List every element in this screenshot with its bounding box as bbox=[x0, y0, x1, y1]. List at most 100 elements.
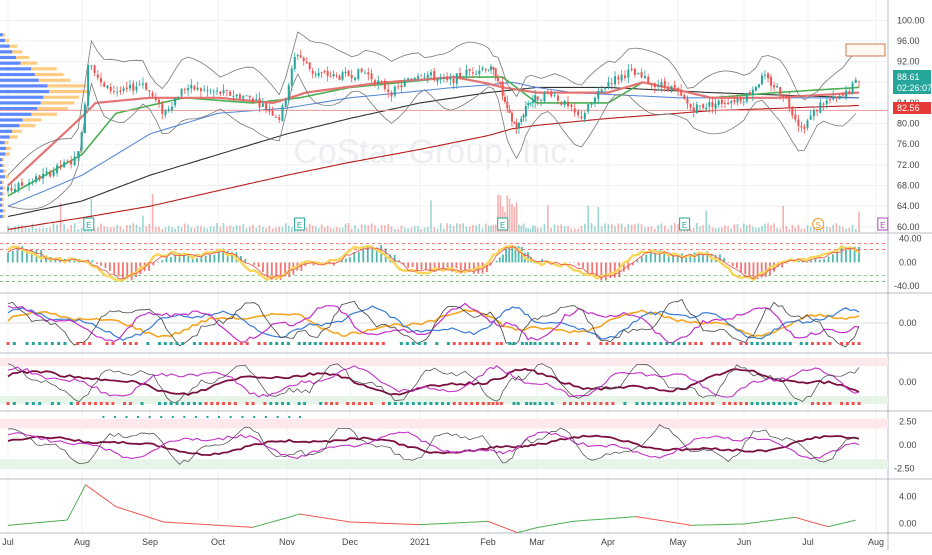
pane4-dot bbox=[102, 416, 104, 418]
volume-profile-bar bbox=[23, 118, 42, 121]
volume-bar bbox=[278, 227, 280, 232]
pane4-dot bbox=[206, 416, 208, 418]
time-tick-label: Feb bbox=[480, 537, 496, 547]
pane3-dot bbox=[298, 402, 301, 405]
oscillator-tick-label: -2.50 bbox=[894, 464, 915, 474]
pane5-line-segment bbox=[347, 522, 350, 523]
volume-bar bbox=[81, 228, 83, 232]
candle-body bbox=[371, 73, 373, 79]
candle-body bbox=[667, 88, 669, 91]
volume-profile-bar bbox=[0, 141, 5, 144]
event-marker[interactable]: E bbox=[295, 218, 305, 230]
candle-body bbox=[63, 162, 65, 167]
volume-bar bbox=[456, 223, 458, 232]
pane5-line-segment bbox=[558, 523, 562, 524]
volume-bar bbox=[544, 224, 546, 232]
candle-body bbox=[797, 120, 799, 126]
alert-box[interactable] bbox=[846, 44, 885, 56]
pane5-line-segment bbox=[647, 518, 651, 519]
histogram-bar bbox=[349, 257, 351, 262]
volume-profile-bar bbox=[0, 130, 12, 133]
histogram-bar bbox=[819, 260, 821, 263]
candle-body bbox=[776, 86, 778, 87]
volume-bar bbox=[443, 229, 445, 232]
volume-profile-bar bbox=[0, 152, 6, 155]
candle-body bbox=[816, 110, 818, 112]
pane2-dot bbox=[376, 342, 379, 345]
event-marker[interactable]: E bbox=[84, 218, 94, 230]
pane5-line-segment bbox=[520, 531, 522, 532]
volume-bar bbox=[618, 223, 620, 232]
candle-body bbox=[7, 187, 9, 191]
pane2-dot bbox=[400, 342, 403, 345]
candle-body bbox=[465, 70, 467, 76]
candle-body bbox=[103, 83, 105, 87]
volume-bar bbox=[715, 228, 717, 232]
volume-bar bbox=[216, 223, 218, 232]
volume-bar bbox=[782, 206, 784, 232]
candle-body bbox=[288, 85, 290, 100]
candle-body bbox=[462, 77, 464, 78]
histogram-bar bbox=[508, 247, 510, 263]
candle-body bbox=[574, 108, 576, 112]
pane3-dot bbox=[38, 402, 41, 405]
event-marker[interactable]: E bbox=[680, 218, 690, 230]
pane3-dot bbox=[734, 402, 737, 405]
volume-bar bbox=[758, 228, 760, 232]
volume-bar bbox=[275, 227, 277, 232]
pane2-dot bbox=[319, 342, 322, 345]
candle-body bbox=[242, 96, 244, 98]
candle-body bbox=[532, 101, 534, 104]
pane3-dot bbox=[496, 402, 499, 405]
event-marker[interactable]: E bbox=[878, 218, 888, 230]
pane4-upper-band bbox=[0, 419, 888, 429]
candle-body bbox=[641, 72, 643, 77]
candle-body bbox=[637, 73, 639, 74]
candle-body bbox=[523, 115, 525, 117]
volume-bar bbox=[557, 225, 559, 232]
time-tick-label: Nov bbox=[279, 537, 296, 547]
volume-bar bbox=[547, 205, 549, 232]
candle-body bbox=[281, 106, 283, 121]
volume-bar bbox=[285, 223, 287, 232]
pane2-dot bbox=[805, 342, 808, 345]
volume-bar bbox=[718, 228, 720, 232]
pane2-dot bbox=[51, 342, 54, 345]
candle-body bbox=[397, 86, 399, 87]
volume-profile-bar bbox=[0, 147, 6, 150]
candle-body bbox=[730, 101, 732, 103]
pane2-dot bbox=[298, 342, 301, 345]
volume-bar bbox=[767, 223, 769, 232]
volume-profile-bar bbox=[0, 164, 3, 167]
volume-profile-bar bbox=[5, 175, 9, 178]
pane3-dot bbox=[429, 402, 432, 405]
volume-bar bbox=[567, 226, 569, 232]
pane3-dot bbox=[529, 402, 532, 405]
volume-bar bbox=[312, 225, 314, 232]
volume-bar bbox=[126, 225, 128, 232]
pane2-dot bbox=[728, 342, 731, 345]
event-marker[interactable]: S bbox=[813, 219, 824, 231]
volume-bar bbox=[70, 225, 72, 232]
pane3-dot bbox=[605, 402, 608, 405]
pane2-dot bbox=[858, 342, 861, 345]
candle-body bbox=[761, 76, 763, 85]
pane2-dot bbox=[717, 342, 720, 345]
pane3-dot bbox=[623, 402, 626, 405]
pane3-dot bbox=[412, 402, 415, 405]
candle-body bbox=[312, 71, 314, 74]
volume-bar bbox=[364, 225, 366, 232]
pane3-dot bbox=[635, 402, 638, 405]
volume-bar bbox=[342, 228, 344, 232]
histogram-bar bbox=[113, 262, 115, 273]
candle-body bbox=[443, 78, 445, 79]
volume-bar bbox=[336, 227, 338, 232]
volume-bar bbox=[776, 228, 778, 232]
pane2-dot bbox=[846, 342, 849, 345]
volume-bar bbox=[377, 228, 379, 232]
event-marker[interactable]: E bbox=[498, 218, 508, 230]
volume-bar bbox=[482, 228, 484, 232]
pane2-dot bbox=[234, 342, 237, 345]
pane2-dot bbox=[529, 342, 532, 345]
